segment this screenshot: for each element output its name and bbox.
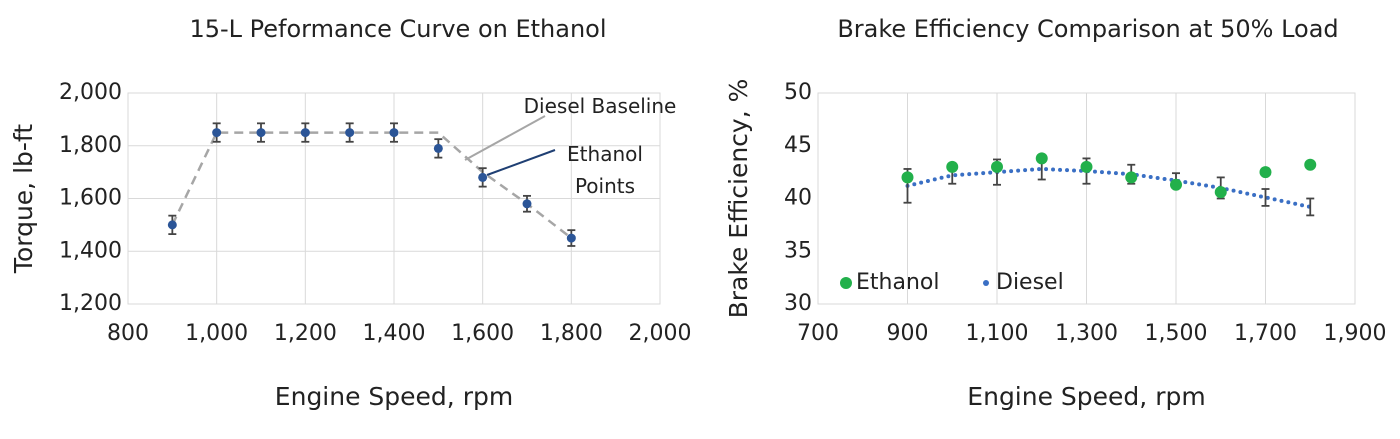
x-tick-label: 1,000 [185,321,248,346]
data-point [946,160,959,173]
data-point [1035,152,1048,165]
error-bar [1261,188,1270,207]
x-tick-label: 1,500 [1145,321,1208,346]
x-tick-label: 1,300 [1055,321,1118,346]
data-point [167,220,177,230]
x-tick-label: 1,400 [363,321,426,346]
data-point [433,143,443,153]
y-tick-label: 35 [784,238,812,263]
y-tick-label: 1,200 [59,291,122,316]
y-axis-label: Brake Efficiency, % [724,79,753,319]
legend-label: Diesel [996,270,1064,295]
data-point [345,128,355,138]
data-point [991,160,1003,173]
data-point [1080,160,1093,173]
chart-title: Brake Efficiency Comparison at 50% Load [837,15,1338,43]
y-tick-label: 30 [784,291,812,316]
data-point [256,128,266,138]
legend-marker [840,277,852,289]
data-point [212,128,222,138]
x-axis-label: Engine Speed, rpm [967,382,1205,411]
data-point [1259,166,1272,179]
data-point [1170,178,1182,191]
y-tick-label: 1,600 [59,186,122,211]
x-tick-label: 1,700 [1234,321,1297,346]
x-tick-label: 1,100 [966,321,1029,346]
x-tick-label: 900 [887,321,929,346]
data-point [1304,158,1317,171]
y-tick-label: 40 [784,186,812,211]
x-tick-label: 1,900 [1324,321,1387,346]
y-axis-label: Torque, lb-ft [9,124,38,274]
x-tick-label: 800 [107,321,149,346]
data-point [478,172,488,182]
legend-marker [983,280,989,286]
x-tick-label: 1,600 [451,321,514,346]
annotation-leader [464,115,546,161]
plot-frame [817,92,1356,305]
x-tick-label: 1,800 [540,321,603,346]
annotation-leader [486,149,556,176]
series-line [905,166,1313,209]
data-point [300,128,310,138]
data-point [389,128,399,138]
y-tick-label: 50 [784,80,812,105]
data-point [1214,186,1227,199]
y-tick-label: 45 [784,133,812,158]
y-tick-label: 2,000 [59,80,122,105]
y-tick-label: 1,400 [59,238,122,263]
annotation: Ethanol Points [567,142,643,198]
data-point [1125,171,1138,184]
annotation: Diesel Baseline [523,94,677,118]
series-line [171,131,573,240]
error-bar [1306,197,1315,217]
y-tick-label: 1,800 [59,133,122,158]
x-tick-label: 1,200 [274,321,337,346]
legend-label: Ethanol [856,270,939,295]
data-point [522,199,532,209]
x-axis-label: Engine Speed, rpm [275,382,513,411]
x-tick-label: 700 [797,321,839,346]
data-point [901,171,914,184]
chart-title: 15-L Peformance Curve on Ethanol [189,15,606,43]
x-tick-label: 2,000 [629,321,692,346]
plot-frame [127,92,661,305]
data-point [566,233,576,243]
